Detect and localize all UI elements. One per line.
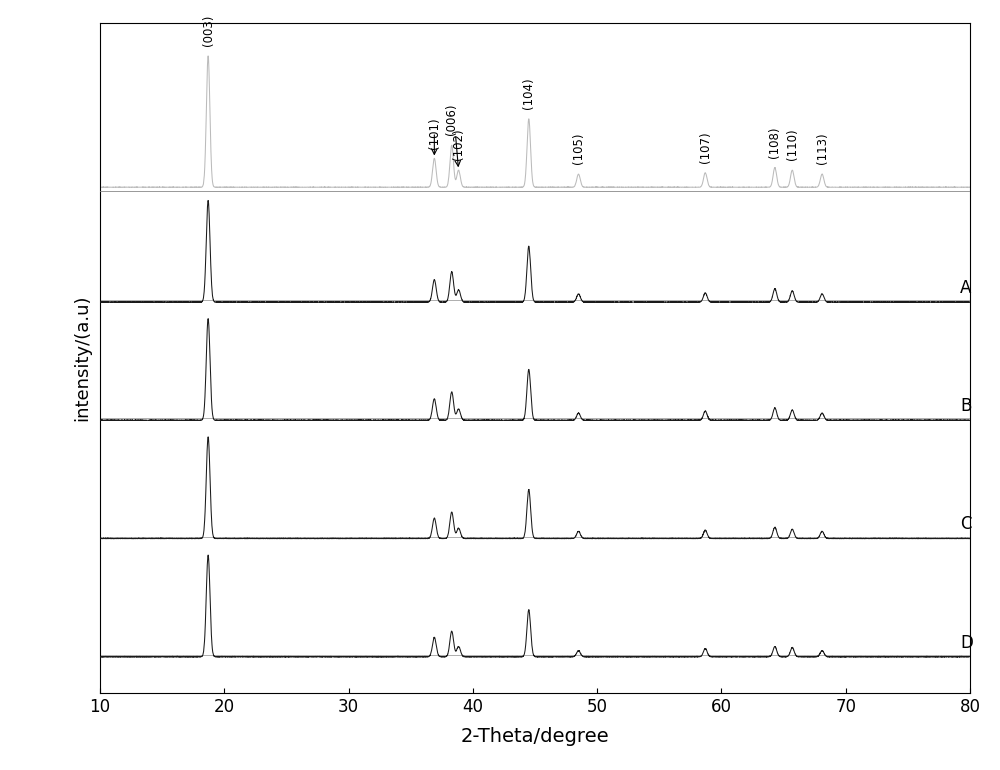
- Text: (113): (113): [816, 132, 829, 164]
- Text: (105): (105): [572, 132, 585, 164]
- Text: B: B: [960, 397, 971, 415]
- Text: (110): (110): [786, 129, 799, 160]
- Y-axis label: intensity/(a.u): intensity/(a.u): [74, 295, 92, 421]
- Text: (101): (101): [428, 117, 441, 149]
- Text: (107): (107): [699, 132, 712, 163]
- Text: (003): (003): [202, 15, 215, 46]
- X-axis label: 2-Theta/degree: 2-Theta/degree: [461, 727, 609, 746]
- Text: (102): (102): [452, 129, 465, 160]
- Text: (108): (108): [768, 126, 781, 158]
- Text: (104): (104): [522, 78, 535, 109]
- Text: (006): (006): [445, 104, 458, 136]
- Text: C: C: [960, 515, 972, 534]
- Text: D: D: [960, 634, 973, 651]
- Text: A: A: [960, 279, 971, 297]
